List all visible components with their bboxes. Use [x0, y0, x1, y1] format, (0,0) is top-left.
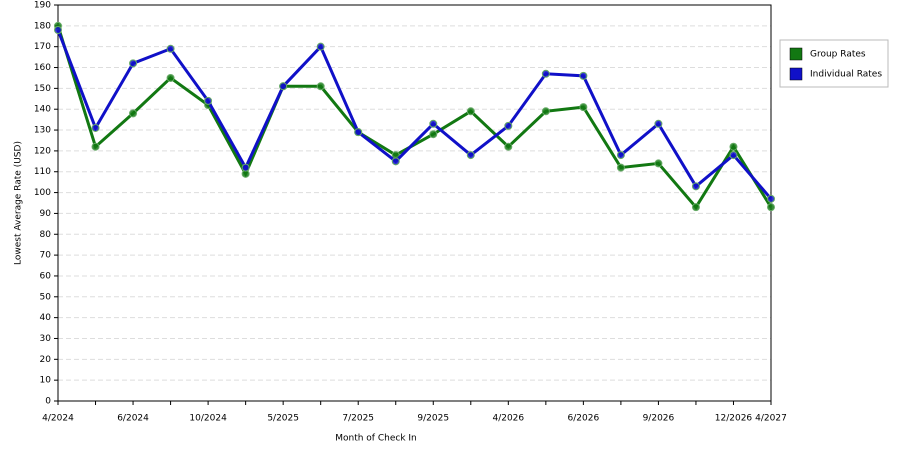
point: [91, 123, 100, 132]
y-tick-label: 140: [34, 105, 51, 115]
point: [354, 128, 363, 137]
y-tick-label: 70: [40, 251, 52, 261]
y-tick-label: 160: [34, 63, 51, 73]
y-tick-label: 20: [40, 355, 52, 365]
point: [729, 142, 738, 151]
point: [166, 44, 175, 53]
point: [54, 26, 62, 35]
x-tick-label: 4/2027: [755, 414, 787, 424]
plot-area: [58, 5, 771, 401]
x-axis-title: Month of Check In: [335, 434, 417, 444]
y-tick-label: 30: [40, 334, 52, 344]
point: [429, 130, 438, 139]
point: [91, 142, 100, 151]
x-tick-label: 4/2024: [42, 414, 74, 424]
x-tick-label: 4/2026: [492, 414, 524, 424]
point: [466, 151, 475, 160]
x-tick-label: 9/2026: [643, 414, 675, 424]
y-tick-label: 190: [34, 1, 51, 11]
y-tick-label: 40: [40, 313, 52, 323]
point: [391, 157, 400, 166]
point: [654, 119, 663, 128]
x-tick-label: 5/2025: [267, 414, 299, 424]
legend-label: Individual Rates: [810, 70, 882, 80]
point: [504, 142, 513, 151]
point: [541, 107, 550, 116]
point: [541, 69, 550, 78]
point: [616, 163, 625, 172]
point: [691, 182, 700, 191]
point: [767, 194, 775, 203]
point: [654, 159, 663, 168]
y-axis-title: Lowest Average Rate (USD): [14, 141, 24, 265]
point: [316, 82, 325, 91]
point: [429, 119, 438, 128]
y-tick-label: 120: [34, 146, 51, 156]
x-tick-label: 6/2024: [117, 414, 149, 424]
y-tick-label: 110: [34, 167, 51, 177]
y-tick-label: 80: [40, 230, 52, 240]
legend-swatch: [789, 47, 803, 61]
point: [729, 151, 738, 160]
y-tick-label: 10: [40, 376, 52, 386]
point: [466, 107, 475, 116]
point: [241, 163, 250, 172]
point: [691, 203, 700, 212]
point: [279, 82, 288, 91]
y-tick-label: 0: [45, 397, 51, 407]
point: [504, 121, 513, 130]
x-tick-label: 10/2024: [189, 414, 227, 424]
x-tick-label: 12/2026: [715, 414, 753, 424]
y-tick-label: 100: [34, 188, 51, 198]
legend-swatch: [789, 67, 803, 81]
x-tick-label: 6/2026: [568, 414, 600, 424]
point: [129, 109, 138, 118]
point: [616, 151, 625, 160]
line: [56, 29, 773, 200]
point: [767, 203, 775, 212]
point: [316, 42, 325, 51]
y-tick-label: 170: [34, 42, 51, 52]
point: [579, 71, 588, 80]
legend-label: Group Rates: [810, 50, 866, 60]
x-tick-label: 7/2025: [342, 414, 374, 424]
y-tick-label: 90: [40, 209, 52, 219]
y-tick-label: 60: [40, 271, 52, 281]
y-tick-label: 150: [34, 84, 51, 94]
point: [579, 103, 588, 112]
y-tick-label: 180: [34, 21, 51, 31]
y-tick-label: 50: [40, 292, 52, 302]
plot-frame: [57, 4, 772, 402]
y-tick-label: 130: [34, 126, 51, 136]
x-tick-label: 9/2025: [417, 414, 449, 424]
point: [129, 59, 138, 68]
point: [166, 73, 175, 82]
point: [204, 96, 213, 105]
